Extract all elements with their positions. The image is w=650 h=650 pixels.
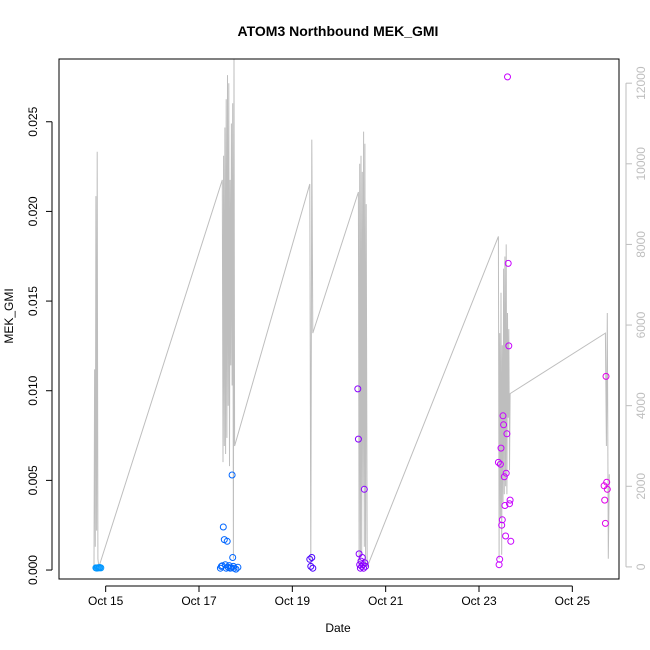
data-point <box>308 554 316 561</box>
data-point <box>228 471 236 479</box>
chart-title: ATOM3 Northbound MEK_GMI <box>238 23 439 39</box>
data-point <box>603 485 611 493</box>
data-point <box>504 73 511 81</box>
data-point <box>494 458 502 466</box>
x-tick-label: Oct 17 <box>181 594 217 608</box>
x-axis-label: Date <box>325 621 351 635</box>
y-axis-label: MEK_GMI <box>2 288 16 343</box>
data-point <box>217 562 225 570</box>
data-point <box>362 562 370 570</box>
data-point <box>503 430 511 438</box>
data-point <box>307 562 315 570</box>
axes: Oct 15 Oct 17 Oct 19 Oct 21 Oct 23 Oct 25 0.00… <box>26 66 648 608</box>
data-point <box>507 537 515 545</box>
altitude-series <box>93 58 610 568</box>
mek-gmi-points <box>92 73 611 573</box>
data-point <box>495 561 503 569</box>
data-point <box>229 554 237 561</box>
data-point <box>601 519 609 527</box>
data-point <box>601 496 609 504</box>
data-point <box>497 444 505 452</box>
y-tick-label: 0.000 <box>26 555 40 585</box>
x-tick-label: Oct 19 <box>275 594 311 608</box>
y2-tick-label: 0 <box>634 563 648 570</box>
data-point <box>499 412 507 420</box>
y2-tick-label: 4000 <box>634 392 648 419</box>
y2-tick-label: 2000 <box>634 473 648 500</box>
data-point <box>506 500 513 508</box>
data-point <box>306 555 314 563</box>
y2-tick-label: 6000 <box>634 311 648 338</box>
x-tick-label: Oct 21 <box>368 594 404 608</box>
data-point <box>354 435 362 443</box>
data-point <box>502 469 510 477</box>
data-point <box>309 564 317 572</box>
data-point <box>97 564 105 572</box>
x-tick-label: Oct 25 <box>555 594 591 608</box>
y-tick-label: 0.020 <box>26 196 40 226</box>
data-point <box>602 372 610 380</box>
y-tick-label: 0.005 <box>26 465 40 495</box>
data-point <box>505 342 513 350</box>
data-point <box>496 555 504 563</box>
data-point <box>496 460 504 468</box>
data-point <box>234 563 242 571</box>
y-tick-label: 0.025 <box>26 106 40 136</box>
data-point <box>361 559 369 567</box>
y-tick-label: 0.015 <box>26 286 40 316</box>
data-point <box>501 502 509 509</box>
x-tick-label: Oct 15 <box>88 594 124 608</box>
data-point <box>500 421 508 429</box>
y-tick-label: 0.010 <box>26 375 40 405</box>
data-point <box>504 259 512 267</box>
data-point <box>232 565 240 573</box>
data-point <box>360 485 368 493</box>
data-point <box>603 478 611 486</box>
data-point <box>358 554 366 561</box>
data-point <box>502 532 510 540</box>
data-point <box>498 521 506 529</box>
data-point <box>506 496 514 504</box>
data-point <box>223 537 231 545</box>
x-tick-label: Oct 23 <box>461 594 497 608</box>
y2-tick-label: 8000 <box>634 231 648 258</box>
y2-tick-label: 10000 <box>634 147 648 181</box>
data-point <box>500 473 508 481</box>
data-point <box>498 516 506 524</box>
data-point <box>219 523 227 531</box>
data-point <box>354 385 362 393</box>
data-point <box>357 557 365 565</box>
altitude-line <box>93 58 610 568</box>
y2-tick-label: 12000 <box>634 66 648 100</box>
plot-frame <box>58 58 620 580</box>
